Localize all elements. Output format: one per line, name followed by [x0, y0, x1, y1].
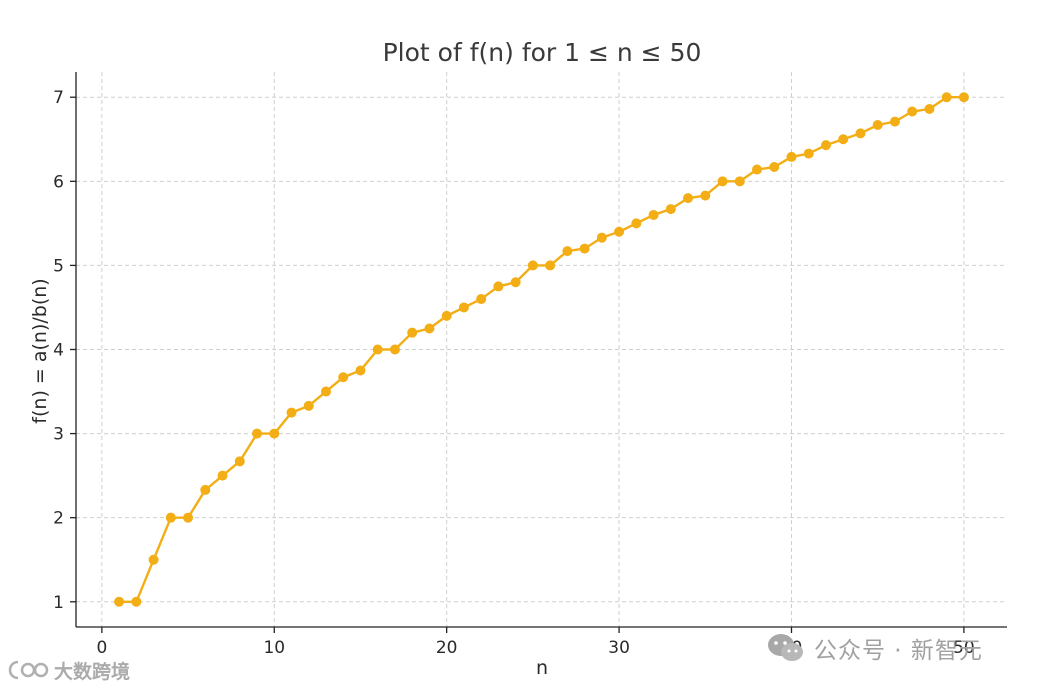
data-point	[217, 470, 228, 481]
chart-title: Plot of f(n) for 1 ≤ n ≤ 50	[383, 38, 702, 67]
data-point	[924, 104, 935, 114]
data-point	[700, 190, 711, 201]
data-point	[424, 323, 435, 334]
y-axis-ticks: 1 2 3 4 5 6 7	[53, 88, 76, 613]
data-point	[958, 92, 969, 103]
data-point	[303, 400, 314, 411]
x-tick-label: 50	[953, 638, 975, 658]
data-point	[320, 386, 331, 397]
data-point	[131, 596, 142, 607]
data-point	[252, 428, 263, 439]
data-point	[803, 148, 814, 159]
watermark-right-text: 公众号 · 新智元	[814, 638, 983, 664]
data-point	[269, 428, 280, 439]
watermark-right: 公众号 · 新智元	[766, 628, 983, 668]
data-point	[165, 512, 176, 523]
data-point	[717, 176, 728, 187]
data-point	[372, 344, 383, 355]
series-points	[114, 92, 969, 607]
data-point	[234, 456, 245, 467]
data-point	[476, 294, 487, 305]
data-point	[596, 232, 607, 243]
y-tick-label: 2	[53, 509, 64, 529]
data-point	[614, 226, 625, 237]
x-tick-label: 0	[96, 638, 107, 658]
data-point	[889, 116, 900, 127]
data-point	[734, 176, 745, 187]
watermark-left-text: 大数跨境	[54, 660, 131, 683]
data-point	[441, 310, 452, 321]
data-point	[631, 218, 642, 229]
data-point	[545, 260, 556, 271]
data-point	[855, 128, 866, 139]
data-point	[493, 281, 504, 292]
data-point	[579, 243, 590, 254]
data-point	[286, 407, 297, 418]
data-point	[769, 162, 780, 173]
data-point	[148, 554, 159, 565]
data-point	[562, 246, 573, 257]
data-point	[527, 260, 538, 271]
data-point	[389, 344, 400, 355]
data-point	[872, 119, 883, 130]
data-point	[752, 164, 763, 175]
data-point	[183, 512, 194, 523]
data-point	[114, 596, 125, 607]
x-tick-label: 30	[608, 638, 630, 658]
data-point	[838, 134, 849, 145]
data-point	[907, 106, 918, 117]
data-point	[648, 209, 659, 220]
data-point	[510, 277, 521, 288]
x-axis-label: n	[536, 657, 548, 679]
grid-lines	[76, 72, 1007, 627]
y-tick-label: 5	[53, 256, 64, 276]
y-tick-label: 4	[53, 341, 64, 361]
data-point	[200, 484, 211, 495]
data-point	[458, 302, 469, 313]
data-point	[355, 365, 366, 376]
logo-icon	[8, 660, 49, 680]
data-point	[683, 193, 694, 204]
data-point	[338, 372, 349, 383]
x-tick-label: 20	[436, 638, 458, 658]
data-point	[786, 151, 797, 162]
data-point	[820, 140, 831, 151]
y-tick-label: 1	[53, 593, 64, 613]
x-tick-label: 10	[263, 638, 285, 658]
y-tick-label: 6	[53, 172, 64, 192]
y-tick-label: 7	[53, 88, 64, 108]
wechat-icon	[768, 634, 803, 661]
y-axis-label: f(n) = a(n)/b(n)	[29, 278, 51, 423]
data-point	[665, 204, 676, 215]
y-tick-label: 3	[53, 425, 64, 445]
watermark-left: 大数跨境	[8, 656, 130, 684]
data-point	[941, 92, 952, 103]
data-point	[407, 327, 418, 338]
